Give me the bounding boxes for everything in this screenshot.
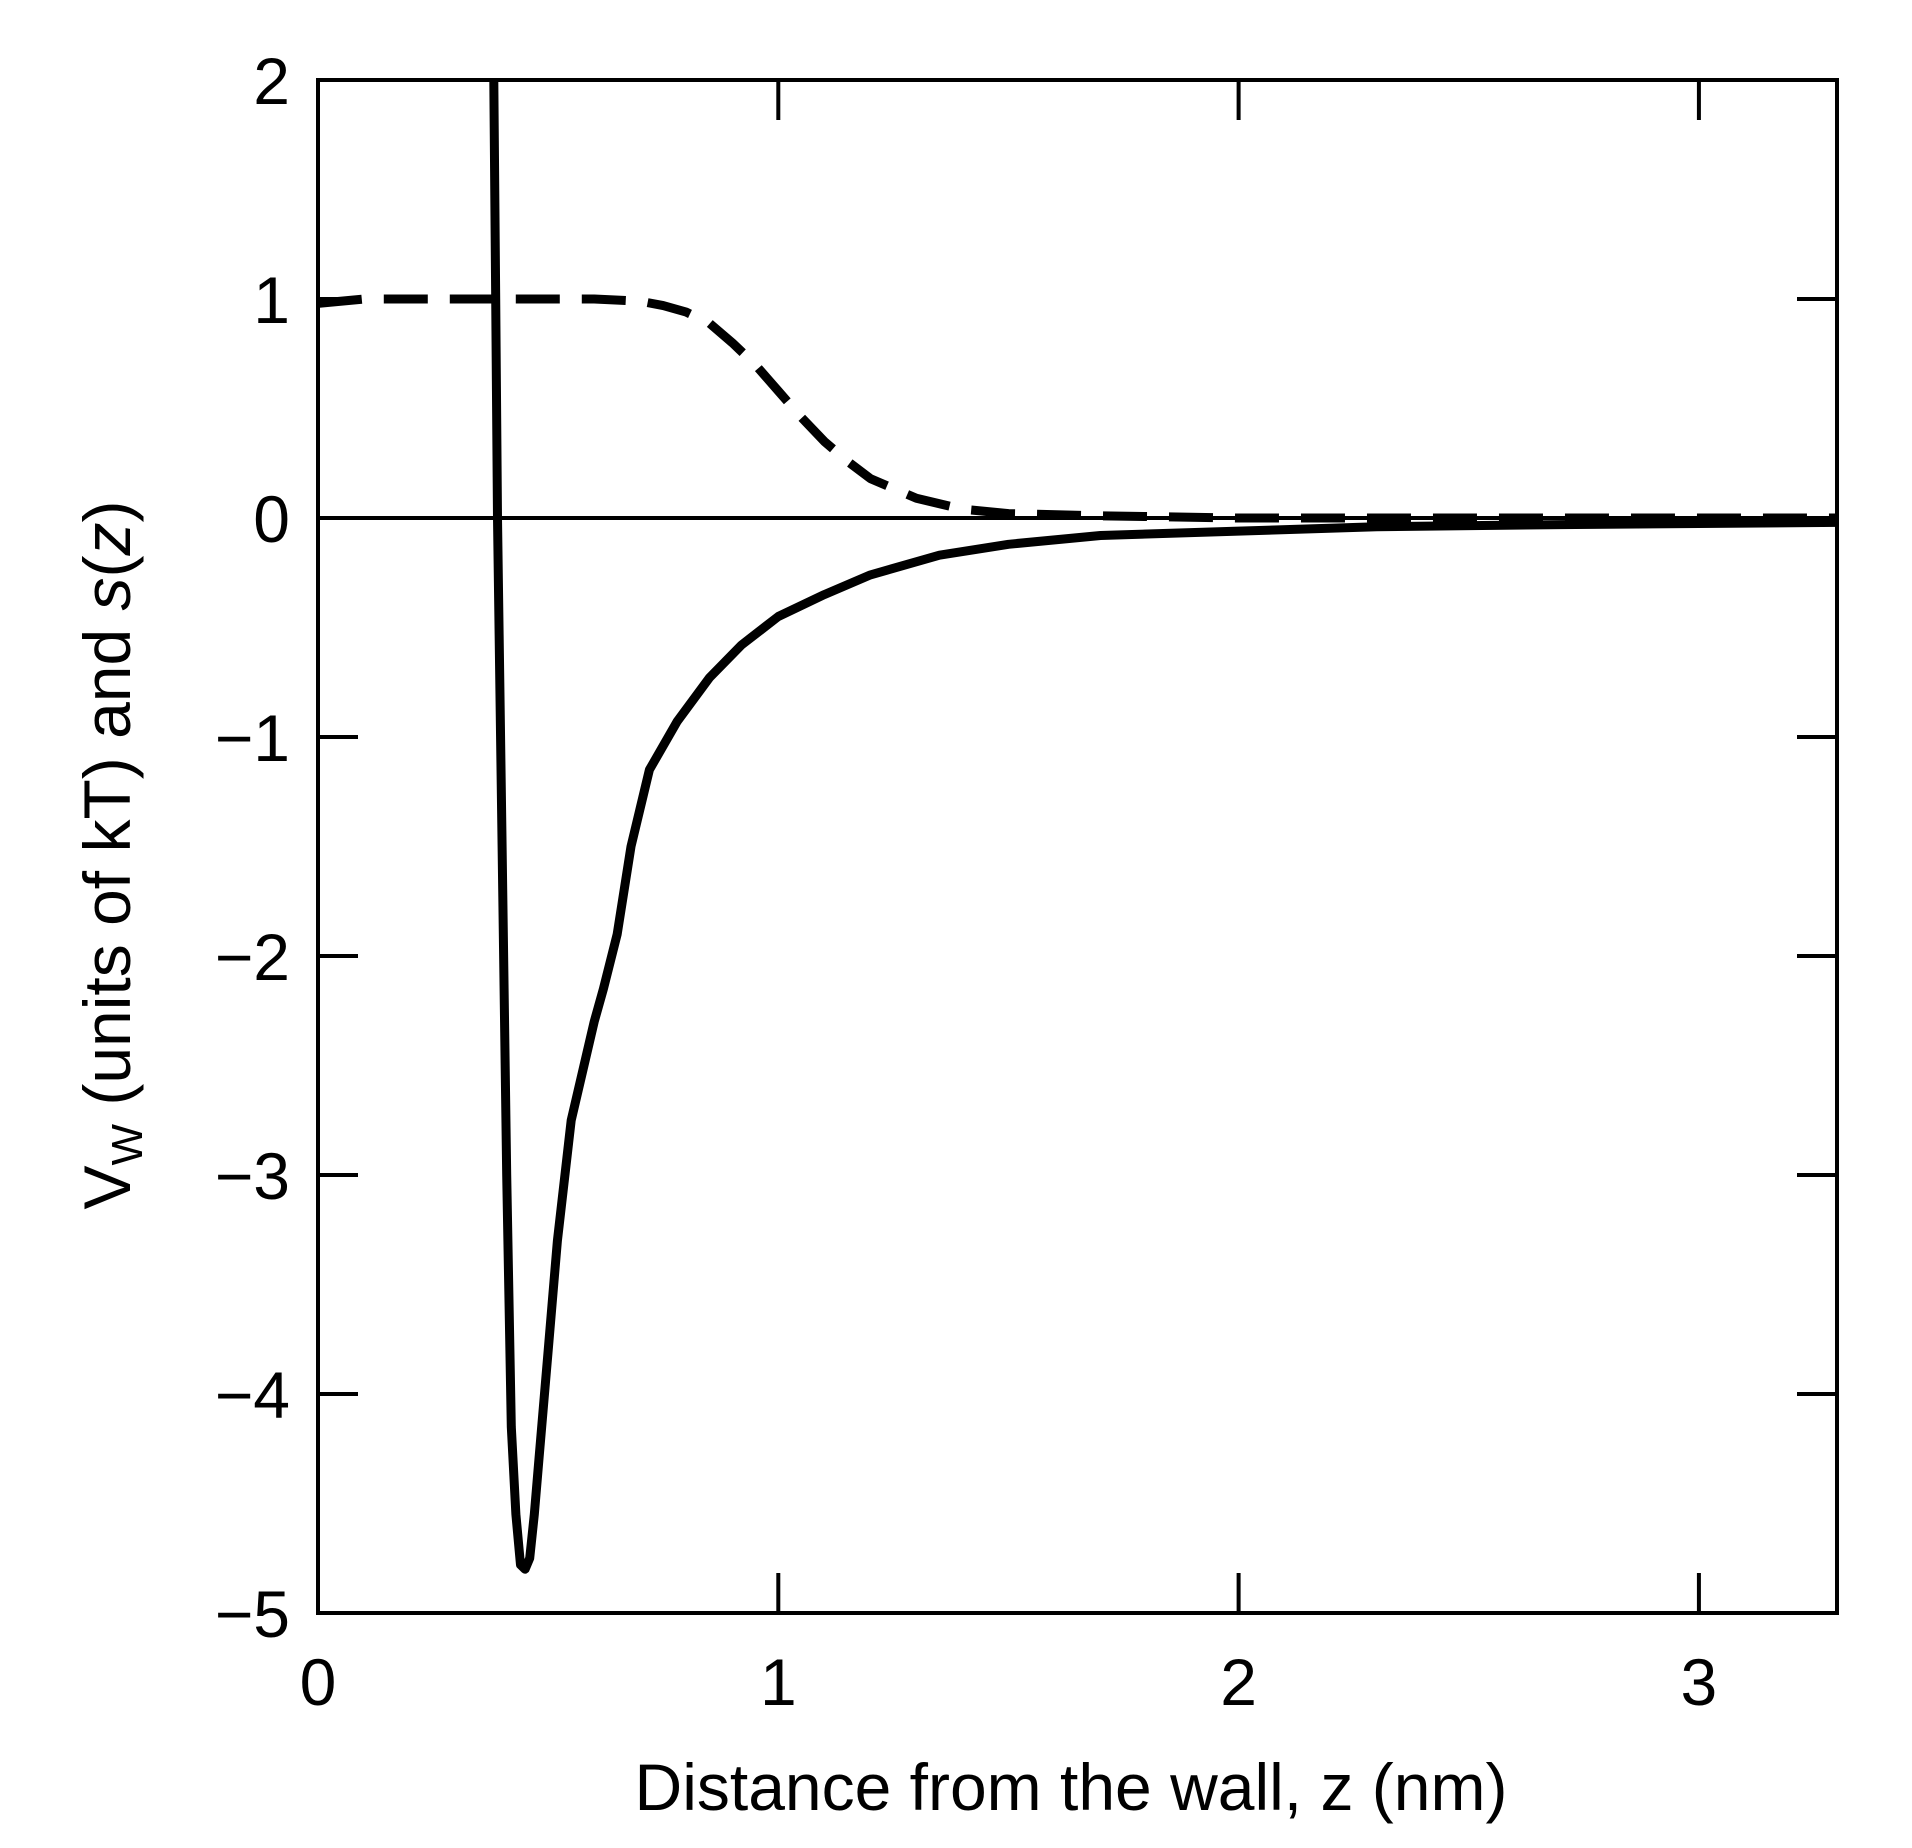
- series-line-dashed: [317, 294, 1837, 523]
- y-tick-label: −4: [215, 1358, 290, 1432]
- y-axis-title-paren-open: (: [70, 555, 144, 577]
- y-axis-title-func: s: [70, 577, 144, 610]
- y-tick-label: 0: [253, 482, 290, 556]
- y-axis-title-middle: (units of kT) and: [70, 610, 144, 1124]
- y-tick-label: −1: [215, 701, 290, 775]
- x-tick-label: 2: [1220, 1645, 1257, 1719]
- y-axis-title-paren-close: ): [70, 500, 144, 522]
- y-axis-title-subscript: W: [103, 1124, 152, 1166]
- y-axis-title: VW (units of kT) and s(z): [70, 500, 152, 1209]
- y-tick-label: −3: [215, 1139, 290, 1213]
- plot-frame: [316, 78, 1839, 1615]
- y-axis-ticks: −5 −4 −3 −2 −1 0 1 2: [215, 44, 1837, 1651]
- y-tick-label: 1: [253, 263, 290, 337]
- y-tick-label: −5: [215, 1577, 290, 1651]
- series-line-solid: [489, 79, 1838, 1574]
- x-axis-ticks: 0 1 2 3: [300, 80, 1718, 1719]
- y-axis-title-var: z: [70, 522, 144, 556]
- x-tick-label: 3: [1681, 1645, 1718, 1719]
- y-tick-label: −2: [215, 920, 290, 994]
- x-axis-title: Distance from the wall, z (nm): [635, 1750, 1508, 1824]
- y-axis-title-main: V: [70, 1166, 144, 1210]
- x-tick-label: 1: [760, 1645, 797, 1719]
- y-tick-label: 2: [253, 44, 290, 118]
- x-tick-label: 0: [300, 1645, 337, 1719]
- series-layer: [317, 79, 1838, 1574]
